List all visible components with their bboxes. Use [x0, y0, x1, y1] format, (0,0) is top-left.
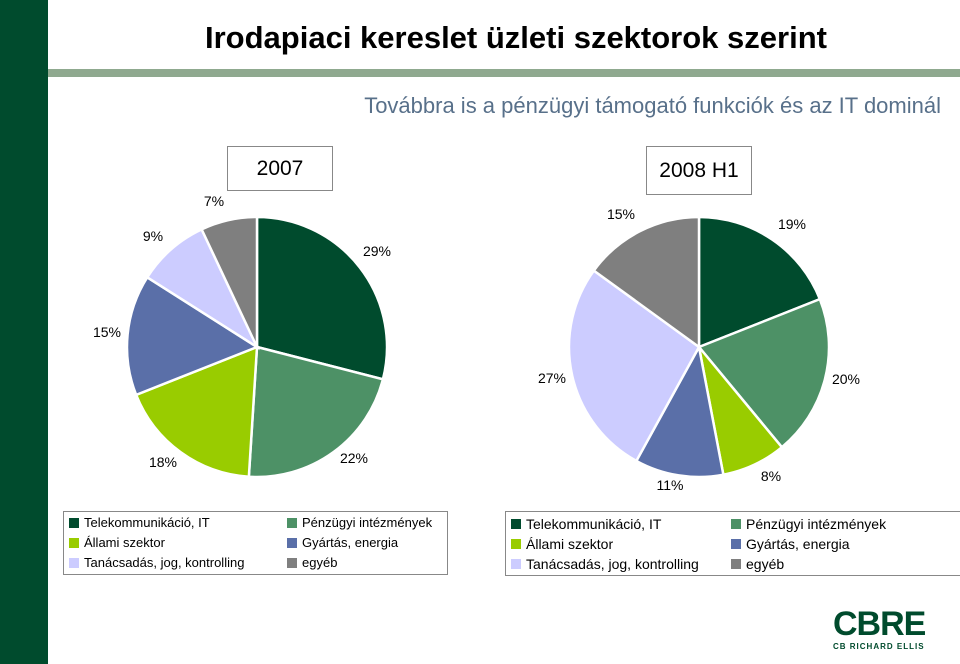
legend-label: Gyártás, energia	[302, 535, 399, 550]
legend-item: Állami szektor	[69, 535, 165, 550]
legend-label: Pénzügyi intézmények	[746, 516, 887, 532]
legend-label: Állami szektor	[526, 536, 614, 552]
slice-label: 7%	[204, 193, 224, 209]
legend-label: Telekommunikáció, IT	[84, 515, 210, 530]
legend-label: egyéb	[302, 555, 338, 570]
cbre-logo: CBRE CB RICHARD ELLIS	[833, 607, 933, 651]
slice-label: 8%	[761, 468, 781, 484]
legend-swatch	[69, 517, 79, 528]
legend-swatch	[511, 539, 521, 549]
logo-subtext: CB RICHARD ELLIS	[833, 642, 925, 651]
slice-label: 19%	[778, 216, 806, 232]
page-title: Irodapiaci kereslet üzleti szektorok sze…	[205, 20, 827, 55]
pie-slice-1-1	[255, 215, 389, 381]
legend-item: egyéb	[731, 556, 784, 572]
legend-item: Pénzügyi intézmények	[731, 516, 886, 532]
chart-title-2008-h1: 2008 H1	[646, 146, 752, 195]
logo-wordmark: CBRE	[833, 605, 926, 643]
legend-item: Állami szektor	[511, 536, 613, 552]
sidebar-band	[0, 0, 48, 664]
legend-item: Tanácsadás, jog, kontrolling	[69, 555, 244, 570]
legend-label: Gyártás, energia	[746, 536, 850, 552]
legend-item: Tanácsadás, jog, kontrolling	[511, 556, 699, 572]
slice-label: 15%	[607, 206, 635, 222]
legend-swatch	[287, 517, 297, 528]
page-subtitle: Továbbra is a pénzügyi támogató funkciók…	[364, 93, 941, 118]
legend-swatch	[69, 537, 79, 548]
slice-label: 27%	[538, 370, 566, 386]
slice-label: 29%	[363, 243, 391, 259]
legend-label: Pénzügyi intézmények	[302, 515, 433, 530]
chart-title-2007: 2007	[227, 146, 333, 191]
pie-slice-2-1	[697, 215, 822, 349]
legend-label: Állami szektor	[84, 535, 165, 550]
pie-slice-2-2	[696, 297, 831, 449]
legend-item: Gyártás, energia	[287, 535, 398, 550]
pie-slice-1-6	[199, 215, 259, 348]
title-rule	[48, 69, 960, 77]
legend-swatch	[287, 537, 297, 548]
pie-slice-2-6	[592, 215, 701, 350]
pie-slice-1-2	[247, 345, 385, 479]
legend-item: Gyártás, energia	[731, 536, 850, 552]
pie-slice-1-4	[125, 275, 260, 397]
legend-swatch	[511, 559, 521, 569]
pie-slice-1-3	[134, 345, 259, 479]
pie-slice-2-4	[634, 343, 725, 479]
legend-item: Telekommunikáció, IT	[511, 516, 661, 532]
legend-label: Telekommunikáció, IT	[526, 516, 662, 532]
legend-swatch	[731, 539, 741, 549]
slice-label: 20%	[832, 371, 860, 387]
legend-swatch	[69, 557, 79, 568]
legend-swatch	[511, 519, 521, 529]
legend-item: egyéb	[287, 555, 337, 570]
slice-label: 15%	[93, 324, 121, 340]
legend-swatch	[287, 557, 297, 568]
legend-swatch	[731, 559, 741, 569]
slice-label: 22%	[340, 450, 368, 466]
legend-label: Tanácsadás, jog, kontrolling	[526, 556, 699, 572]
legend-item: Pénzügyi intézmények	[287, 515, 432, 530]
legend-item: Telekommunikáció, IT	[69, 515, 210, 530]
legend-swatch	[731, 519, 741, 529]
slice-label: 11%	[657, 477, 684, 493]
legend-label: Tanácsadás, jog, kontrolling	[84, 555, 245, 570]
legend-2007: Telekommunikáció, IT Pénzügyi intézménye…	[63, 511, 448, 575]
slice-label: 18%	[149, 454, 177, 470]
legend-2008-h1: Telekommunikáció, IT Pénzügyi intézménye…	[505, 511, 960, 576]
pie-slice-2-5	[567, 268, 701, 463]
legend-label: egyéb	[746, 556, 785, 572]
slice-label: 9%	[143, 228, 163, 244]
